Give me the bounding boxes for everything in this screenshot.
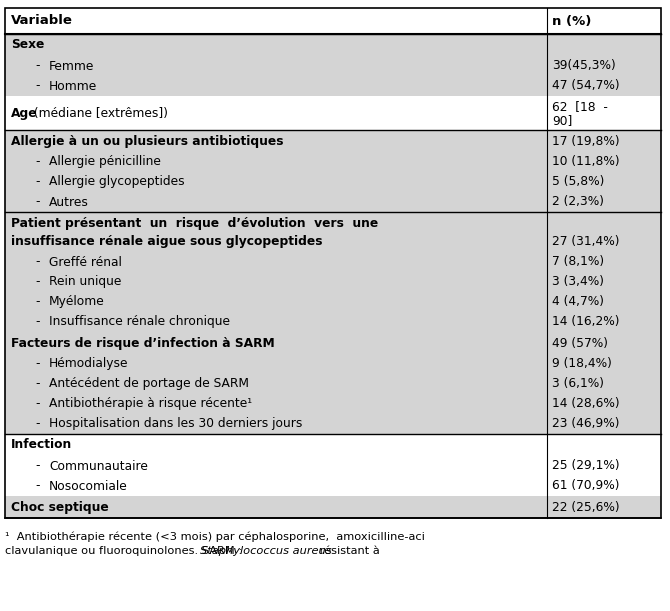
Text: 9 (18,4%): 9 (18,4%) [552, 357, 612, 370]
Text: Allergie glycopeptides: Allergie glycopeptides [49, 175, 185, 189]
Text: 47 (54,7%): 47 (54,7%) [552, 79, 620, 92]
Text: Infection: Infection [11, 439, 72, 452]
Text: 22 (25,6%): 22 (25,6%) [552, 500, 620, 513]
Bar [5, 332, 661, 354]
Text: -: - [35, 255, 40, 268]
Bar [5, 272, 661, 292]
Text: 90]: 90] [552, 114, 572, 127]
Text: Sexe: Sexe [11, 38, 44, 51]
Text: Antibiothérapie à risque récente¹: Antibiothérapie à risque récente¹ [49, 398, 252, 411]
Text: Homme: Homme [49, 79, 97, 92]
Text: -: - [35, 156, 40, 169]
Text: -: - [35, 378, 40, 390]
Text: Femme: Femme [49, 59, 94, 73]
Text: 49 (57%): 49 (57%) [552, 337, 608, 349]
Text: -: - [35, 480, 40, 492]
Text: 17 (19,8%): 17 (19,8%) [552, 134, 620, 147]
Text: Allergie à un ou plusieurs antibiotiques: Allergie à un ou plusieurs antibiotiques [11, 134, 283, 147]
Text: Facteurs de risque d’infection à SARM: Facteurs de risque d’infection à SARM [11, 337, 275, 349]
Bar [5, 56, 661, 76]
Text: 10 (11,8%): 10 (11,8%) [552, 156, 620, 169]
Text: -: - [35, 276, 40, 288]
Text: 3 (6,1%): 3 (6,1%) [552, 378, 604, 390]
Text: 2 (2,3%): 2 (2,3%) [552, 196, 604, 208]
Text: Variable: Variable [11, 15, 73, 27]
Bar [5, 96, 661, 130]
Text: Patient présentant  un  risque  d’évolution  vers  une: Patient présentant un risque d’évolution… [11, 218, 379, 230]
Text: 7 (8,1%): 7 (8,1%) [552, 255, 604, 268]
Text: n (%): n (%) [552, 15, 592, 27]
Text: -: - [35, 315, 40, 329]
Text: Rein unique: Rein unique [49, 276, 121, 288]
Bar [5, 496, 661, 518]
Text: Communautaire: Communautaire [49, 459, 148, 472]
Text: 14 (16,2%): 14 (16,2%) [552, 315, 620, 329]
Bar [5, 8, 661, 518]
Bar [5, 76, 661, 96]
Text: Hospitalisation dans les 30 derniers jours: Hospitalisation dans les 30 derniers jou… [49, 417, 302, 431]
Text: 23 (46,9%): 23 (46,9%) [552, 417, 620, 431]
Text: insuffisance rénale aigue sous glycopeptides: insuffisance rénale aigue sous glycopept… [11, 235, 322, 247]
Text: Staphylococcus aureus: Staphylococcus aureus [200, 546, 332, 556]
Text: 62  [18  -: 62 [18 - [552, 100, 608, 114]
Text: -: - [35, 196, 40, 208]
Text: Myélome: Myélome [49, 296, 105, 309]
Text: 5 (5,8%): 5 (5,8%) [552, 175, 604, 189]
Bar [5, 292, 661, 312]
Bar [5, 476, 661, 496]
Text: Nosocomiale: Nosocomiale [49, 480, 128, 492]
Bar [5, 152, 661, 172]
Text: Hémodialyse: Hémodialyse [49, 357, 129, 370]
Text: 39(45,3%): 39(45,3%) [552, 59, 616, 73]
Bar [5, 172, 661, 192]
Text: Antécédent de portage de SARM: Antécédent de portage de SARM [49, 378, 249, 390]
Text: (médiane [extrêmes]): (médiane [extrêmes]) [30, 106, 168, 120]
Bar [5, 34, 661, 56]
Text: 4 (4,7%): 4 (4,7%) [552, 296, 604, 309]
Text: -: - [35, 459, 40, 472]
Text: Autres: Autres [49, 196, 89, 208]
Bar [5, 434, 661, 456]
Bar [5, 212, 661, 252]
Bar [5, 312, 661, 332]
Text: -: - [35, 296, 40, 309]
Text: 3 (3,4%): 3 (3,4%) [552, 276, 604, 288]
Text: 27 (31,4%): 27 (31,4%) [552, 235, 620, 247]
Text: Insuffisance rénale chronique: Insuffisance rénale chronique [49, 315, 230, 329]
Text: ¹  Antibiothérapie récente (<3 mois) par céphalosporine,  amoxicilline-aci: ¹ Antibiothérapie récente (<3 mois) par … [5, 532, 425, 543]
Text: -: - [35, 79, 40, 92]
Bar [5, 414, 661, 434]
Bar [5, 192, 661, 212]
Text: Greffé rénal: Greffé rénal [49, 255, 122, 268]
Text: 61 (70,9%): 61 (70,9%) [552, 480, 620, 492]
Text: Age: Age [11, 106, 38, 120]
Text: -: - [35, 417, 40, 431]
Text: -: - [35, 398, 40, 411]
Text: -: - [35, 175, 40, 189]
Bar [5, 394, 661, 414]
Text: -: - [35, 357, 40, 370]
Text: clavulanique ou fluoroquinolones. SARM :: clavulanique ou fluoroquinolones. SARM : [5, 546, 246, 556]
Text: résistant à: résistant à [316, 546, 380, 556]
Text: 25 (29,1%): 25 (29,1%) [552, 459, 620, 472]
Bar [5, 354, 661, 374]
Text: -: - [35, 59, 40, 73]
Bar [5, 374, 661, 394]
Text: Choc septique: Choc septique [11, 500, 109, 513]
Text: 14 (28,6%): 14 (28,6%) [552, 398, 620, 411]
Bar [5, 252, 661, 272]
Bar [5, 130, 661, 152]
Bar [5, 456, 661, 476]
Bar [5, 8, 661, 34]
Text: Allergie pénicilline: Allergie pénicilline [49, 156, 161, 169]
